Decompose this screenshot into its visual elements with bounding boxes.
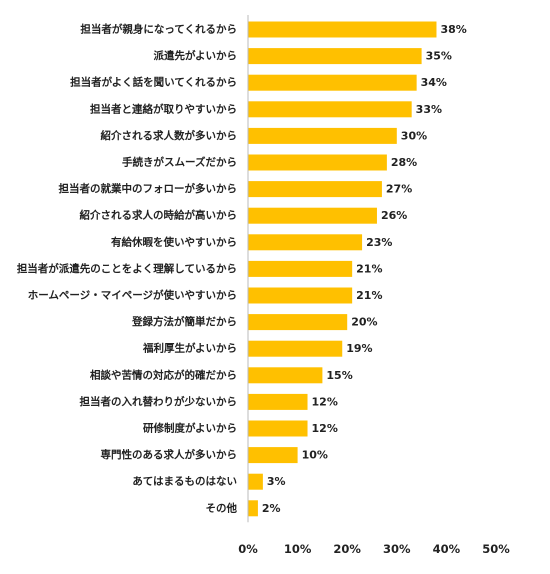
value-label: 15%: [326, 369, 352, 382]
category-label: 担当者が派遣先のことをよく理解しているから: [17, 262, 237, 275]
category-label: 研修制度がよいから: [143, 422, 237, 435]
category-label: 登録方法が簡単だから: [131, 315, 237, 328]
x-tick-label: 40%: [433, 542, 461, 556]
value-label: 20%: [351, 316, 377, 329]
category-label: 担当者が親身になってくれるから: [80, 23, 237, 36]
bar: [248, 287, 353, 304]
x-tick-label: 10%: [284, 542, 312, 556]
category-label: 紹介される求人数が多いから: [101, 129, 238, 142]
value-label: 26%: [381, 209, 407, 222]
value-label: 21%: [356, 289, 382, 302]
value-label: 2%: [262, 502, 281, 515]
category-label: その他: [206, 501, 238, 514]
value-label: 19%: [346, 342, 372, 355]
value-label: 30%: [401, 129, 427, 142]
category-label: 有給休暇を使いやすいから: [111, 235, 237, 248]
category-label: ホームページ・マイページが使いやすいから: [28, 289, 237, 302]
value-label: 38%: [440, 23, 466, 36]
bar: [248, 21, 437, 38]
value-label: 12%: [312, 395, 338, 408]
bar: [248, 74, 417, 91]
bar: [248, 48, 422, 65]
bar: [248, 314, 348, 331]
bar: [248, 367, 323, 384]
category-label: 紹介される求人の時給が高いから: [80, 209, 238, 222]
bar: [248, 260, 353, 277]
value-label: 28%: [391, 156, 417, 169]
bar: [248, 234, 363, 251]
bar: [248, 500, 258, 517]
category-label: 担当者の就業中のフォローが多いから: [59, 182, 238, 195]
bar: [248, 340, 343, 357]
value-label: 35%: [426, 50, 452, 63]
category-label: 担当者と連絡が取りやすいから: [90, 102, 237, 115]
bar: [248, 181, 382, 198]
bar: [248, 127, 397, 144]
value-label: 21%: [356, 262, 382, 275]
bars: [248, 21, 437, 517]
value-label: 3%: [267, 475, 286, 488]
bar: [248, 101, 412, 118]
x-tick-label: 30%: [383, 542, 411, 556]
category-label: 相談や苦情の対応が的確だから: [90, 368, 237, 381]
bar: [248, 154, 387, 171]
x-tick-label: 20%: [333, 542, 361, 556]
category-label: 担当者の入れ替わりが少ないから: [80, 395, 238, 408]
value-label: 23%: [366, 236, 392, 249]
value-labels: 38% 35% 34% 33% 30% 28% 27% 26% 23% 21% 21% 20% 19% 1…: [262, 23, 467, 515]
category-label: 福利厚生がよいから: [142, 342, 237, 355]
value-label: 27%: [386, 183, 412, 196]
x-tick-label: 0%: [238, 542, 258, 556]
bar: [248, 420, 308, 437]
bar: [248, 393, 308, 410]
category-label: 専門性のある求人が多いから: [101, 448, 238, 461]
bar: [248, 447, 298, 464]
x-tick-label: 50%: [482, 542, 510, 556]
category-label: 担当者がよく話を聞いてくれるから: [70, 76, 237, 89]
bar: [248, 473, 263, 490]
category-label: あてはまるものはない: [132, 475, 237, 488]
value-label: 34%: [421, 76, 447, 89]
x-axis-ticks: 0% 10% 20% 30% 40% 50%: [238, 542, 510, 556]
value-label: 33%: [416, 103, 442, 116]
category-label: 派遣先がよいから: [154, 49, 237, 62]
category-labels: 担当者が親身になってくれるから派遣先がよいから担当者がよく話を聞いてくれるから担…: [17, 23, 238, 515]
value-label: 10%: [302, 449, 328, 462]
category-label: 手続きがスムーズだから: [122, 156, 237, 169]
value-label: 12%: [312, 422, 338, 435]
bar: [248, 207, 377, 224]
